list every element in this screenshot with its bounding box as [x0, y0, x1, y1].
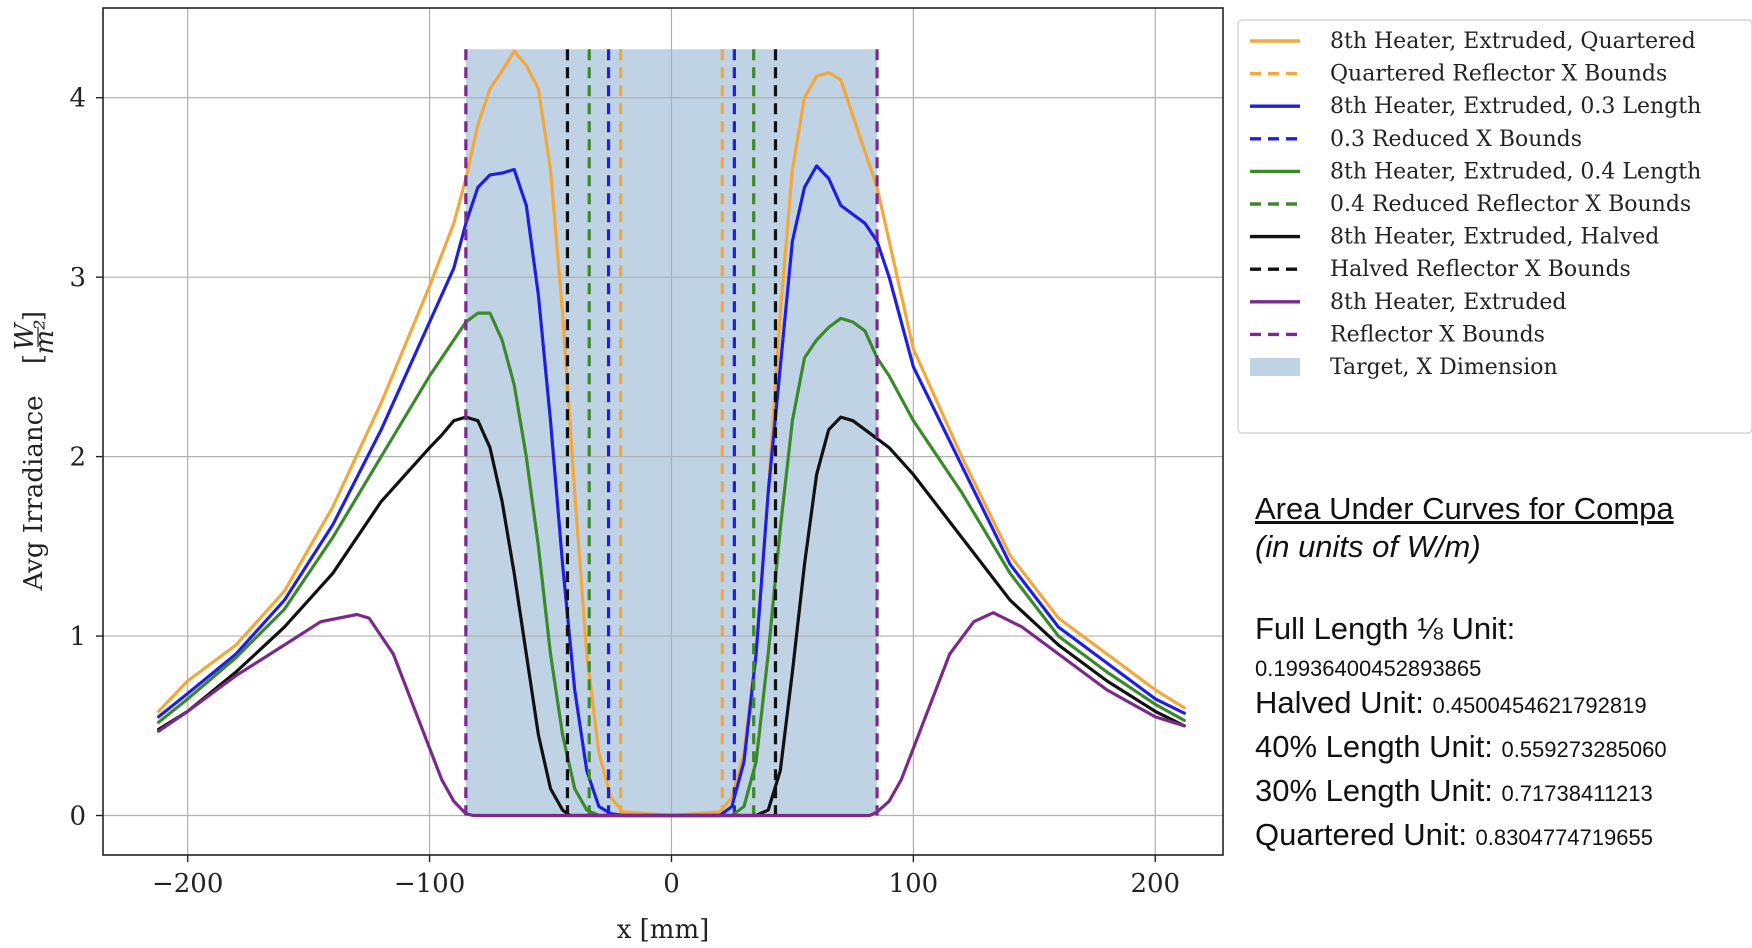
legend-label: 8th Heater, Extruded: [1330, 290, 1566, 315]
y-tick-label: 0: [69, 802, 86, 832]
y-tick-label: 3: [69, 263, 86, 293]
plot-frame: [102, 7, 1224, 856]
legend-item: Halved Reflector X Bounds: [1250, 257, 1631, 282]
x-tick-label: 200: [1130, 869, 1180, 899]
legend-item: 0.3 Reduced X Bounds: [1250, 127, 1582, 152]
x-axis-title: x [mm]: [617, 915, 710, 945]
series-layer: [157, 49, 1186, 818]
panel-row-value: 0.8304774719655: [1475, 825, 1653, 850]
legend-item: Target, X Dimension: [1250, 355, 1558, 380]
y-axis-unit-open: [: [19, 354, 49, 364]
panel-row-value: 0.559273285060: [1501, 737, 1667, 762]
panel-row-40-percent: 40% Length Unit: 0.559273285060: [1255, 728, 1752, 772]
panel-row-value: 0.19936400452893865: [1255, 656, 1482, 681]
legend-label: 0.4 Reduced Reflector X Bounds: [1330, 192, 1691, 217]
panel-row-value: 0.4500454621792819: [1432, 693, 1647, 718]
y-axis-unit-denominator: m²: [30, 319, 60, 354]
panel-row-label: 30% Length Unit:: [1255, 773, 1502, 808]
legend-item: 0.4 Reduced Reflector X Bounds: [1250, 192, 1691, 217]
ticks: −200 −100 0 100 200 0 1 2 3 4: [69, 84, 1180, 899]
panel-row-quartered: Quartered Unit: 0.8304774719655: [1255, 816, 1752, 860]
legend-label: Quartered Reflector X Bounds: [1330, 62, 1667, 87]
panel-row-label: Halved Unit:: [1255, 685, 1433, 720]
legend-item: 8th Heater, Extruded, Halved: [1250, 225, 1659, 250]
y-axis-title-group: Avg Irradiance [ W m² ]: [10, 311, 60, 592]
legend-label: 8th Heater, Extruded, Halved: [1330, 225, 1659, 250]
legend: 8th Heater, Extruded, Quartered Quartered…: [1237, 19, 1752, 434]
x-tick-label: −100: [394, 869, 465, 899]
y-tick-label: 1: [69, 622, 86, 652]
y-tick-label: 2: [69, 443, 86, 473]
legend-swatch: [1250, 358, 1300, 376]
panel-subtitle: (in units of W/m): [1255, 529, 1481, 564]
legend-label: 8th Heater, Extruded, Quartered: [1330, 29, 1696, 54]
panel-row-label: 40% Length Unit:: [1255, 729, 1502, 764]
y-axis-title: Avg Irradiance: [19, 395, 49, 591]
y-axis-unit-close: ]: [19, 311, 49, 321]
panel-row-label: Quartered Unit:: [1255, 817, 1476, 852]
legend-frame: [1237, 19, 1752, 434]
panel-row-value: 0.71738411213: [1501, 781, 1653, 806]
panel-row-30-percent: 30% Length Unit: 0.71738411213: [1255, 772, 1752, 816]
x-tick-label: 100: [889, 869, 939, 899]
legend-label: 8th Heater, Extruded, 0.4 Length: [1330, 159, 1701, 184]
panel-row-label: Full Length ⅛ Unit:: [1255, 611, 1516, 646]
x-tick-label: 0: [663, 869, 680, 899]
legend-label: Reflector X Bounds: [1330, 322, 1545, 347]
area-under-curves-panel: Area Under Curves for Compa (in units of…: [1255, 490, 1752, 860]
panel-title: Area Under Curves for Compa: [1255, 491, 1674, 526]
panel-row-full-length: Full Length ⅛ Unit: 0.19936400452893865: [1255, 610, 1752, 684]
legend-items: 8th Heater, Extruded, Quartered Quartered…: [1250, 29, 1701, 380]
legend-item: 8th Heater, Extruded, Quartered: [1250, 29, 1696, 54]
y-tick-label: 4: [69, 84, 86, 114]
legend-label: 0.3 Reduced X Bounds: [1330, 127, 1582, 152]
panel-row-halved: Halved Unit: 0.4500454621792819: [1255, 684, 1752, 728]
legend-label: 8th Heater, Extruded, 0.3 Length: [1330, 94, 1701, 119]
legend-item: 8th Heater, Extruded, 0.3 Length: [1250, 94, 1701, 119]
legend-item: Reflector X Bounds: [1250, 322, 1545, 347]
legend-item: Quartered Reflector X Bounds: [1250, 62, 1667, 87]
y-axis-unit-numerator: W: [10, 321, 40, 350]
x-tick-label: −200: [152, 869, 223, 899]
legend-item: 8th Heater, Extruded, 0.4 Length: [1250, 159, 1701, 184]
series-line-8th-heater-extruded: [157, 611, 1186, 818]
legend-label: Target, X Dimension: [1330, 355, 1558, 380]
legend-item: 8th Heater, Extruded: [1250, 290, 1566, 315]
legend-label: Halved Reflector X Bounds: [1330, 257, 1631, 282]
